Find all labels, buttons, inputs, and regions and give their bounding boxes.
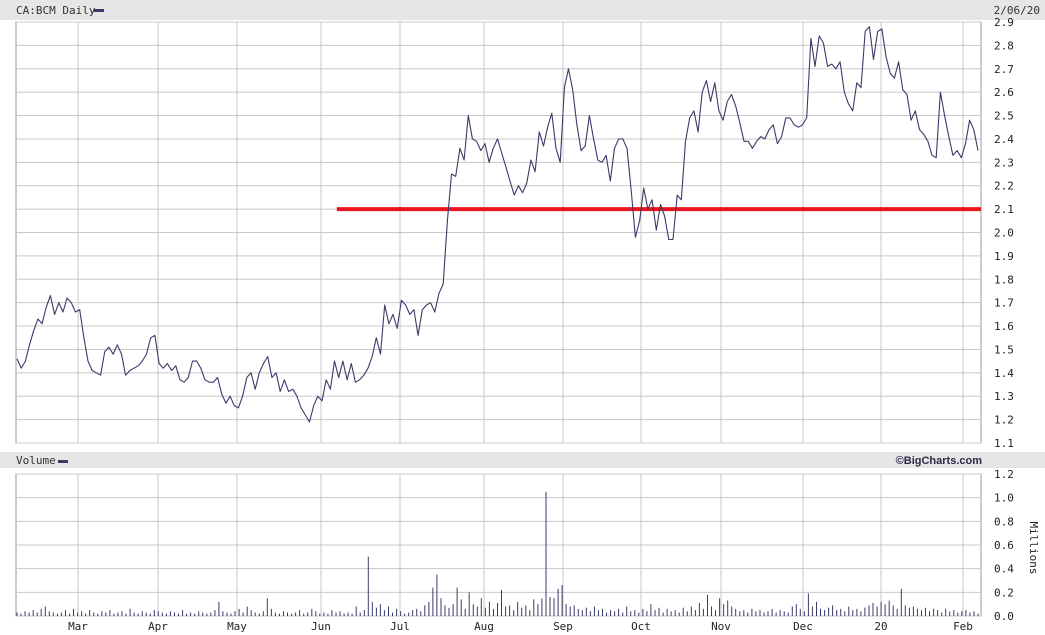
price-y-axis: 2.9 2.8 2.7 2.6 2.5 2.4 2.3 2.2 2.1 2.0 1.9 1.8 1.7 1… <box>994 16 1014 450</box>
x-tick-label: Aug <box>474 620 494 633</box>
price-line <box>16 26 979 423</box>
x-tick-label: Mar <box>68 620 88 633</box>
volume-y-tick-label: 0.6 <box>994 539 1014 552</box>
price-legend-swatch <box>94 9 104 12</box>
price-y-tick-label: 2.4 <box>994 133 1014 146</box>
volume-header-band <box>0 452 1045 468</box>
volume-y-tick-label: 0.2 <box>994 586 1014 599</box>
volume-units-label: Millions <box>1027 522 1040 575</box>
price-y-tick-label: 2.3 <box>994 156 1014 169</box>
volume-y-tick-label: 0.4 <box>994 563 1014 576</box>
x-tick-label: Nov <box>711 620 731 633</box>
x-axis: Mar Apr May Jun Jul Aug Sep Oct Nov Dec 20 Feb <box>68 620 973 633</box>
price-y-tick-label: 1.5 <box>994 343 1014 356</box>
volume-bars <box>16 491 979 616</box>
price-y-tick-label: 1.2 <box>994 414 1014 427</box>
price-grid <box>15 21 982 444</box>
volume-y-tick-label: 0.0 <box>994 610 1014 623</box>
x-tick-label: May <box>227 620 247 633</box>
volume-y-tick-label: 0.8 <box>994 515 1014 528</box>
price-y-tick-label: 1.3 <box>994 390 1014 403</box>
bigcharts-brand: ©BigCharts.com <box>896 455 983 467</box>
x-tick-label: Oct <box>631 620 651 633</box>
chart-title: CA:BCM Daily <box>16 4 96 17</box>
price-y-tick-label: 1.7 <box>994 297 1014 310</box>
price-y-tick-label: 1.4 <box>994 367 1014 380</box>
price-y-tick-label: 2.8 <box>994 39 1014 52</box>
volume-y-axis: 1.2 1.0 0.8 0.6 0.4 0.2 0.0 <box>994 468 1014 623</box>
price-header-band <box>0 0 1045 20</box>
x-tick-label: 20 <box>874 620 887 633</box>
price-y-tick-label: 2.9 <box>994 16 1014 29</box>
volume-y-tick-label: 1.0 <box>994 492 1014 505</box>
volume-title: Volume <box>16 454 56 467</box>
volume-legend-swatch <box>58 460 68 463</box>
volume-y-tick-label: 1.2 <box>994 468 1014 481</box>
x-tick-label: Dec <box>793 620 813 633</box>
x-tick-label: Jun <box>311 620 331 633</box>
price-y-tick-label: 1.9 <box>994 250 1014 263</box>
price-y-tick-label: 2.5 <box>994 110 1014 123</box>
x-tick-label: Feb <box>953 620 973 633</box>
price-y-tick-label: 1.6 <box>994 320 1014 333</box>
price-series <box>16 26 979 423</box>
x-tick-label: Jul <box>390 620 410 633</box>
price-y-tick-label: 2.2 <box>994 180 1014 193</box>
volume-grid <box>15 473 982 617</box>
chart-date-label: 2/06/20 <box>994 4 1040 17</box>
price-y-tick-label: 2.0 <box>994 227 1014 240</box>
x-tick-label: Apr <box>148 620 168 633</box>
price-y-tick-label: 2.7 <box>994 63 1014 76</box>
price-y-tick-label: 1.1 <box>994 437 1014 450</box>
x-tick-label: Sep <box>553 620 573 633</box>
price-y-tick-label: 2.1 <box>994 203 1014 216</box>
price-y-tick-label: 1.8 <box>994 273 1014 286</box>
price-y-tick-label: 2.6 <box>994 86 1014 99</box>
